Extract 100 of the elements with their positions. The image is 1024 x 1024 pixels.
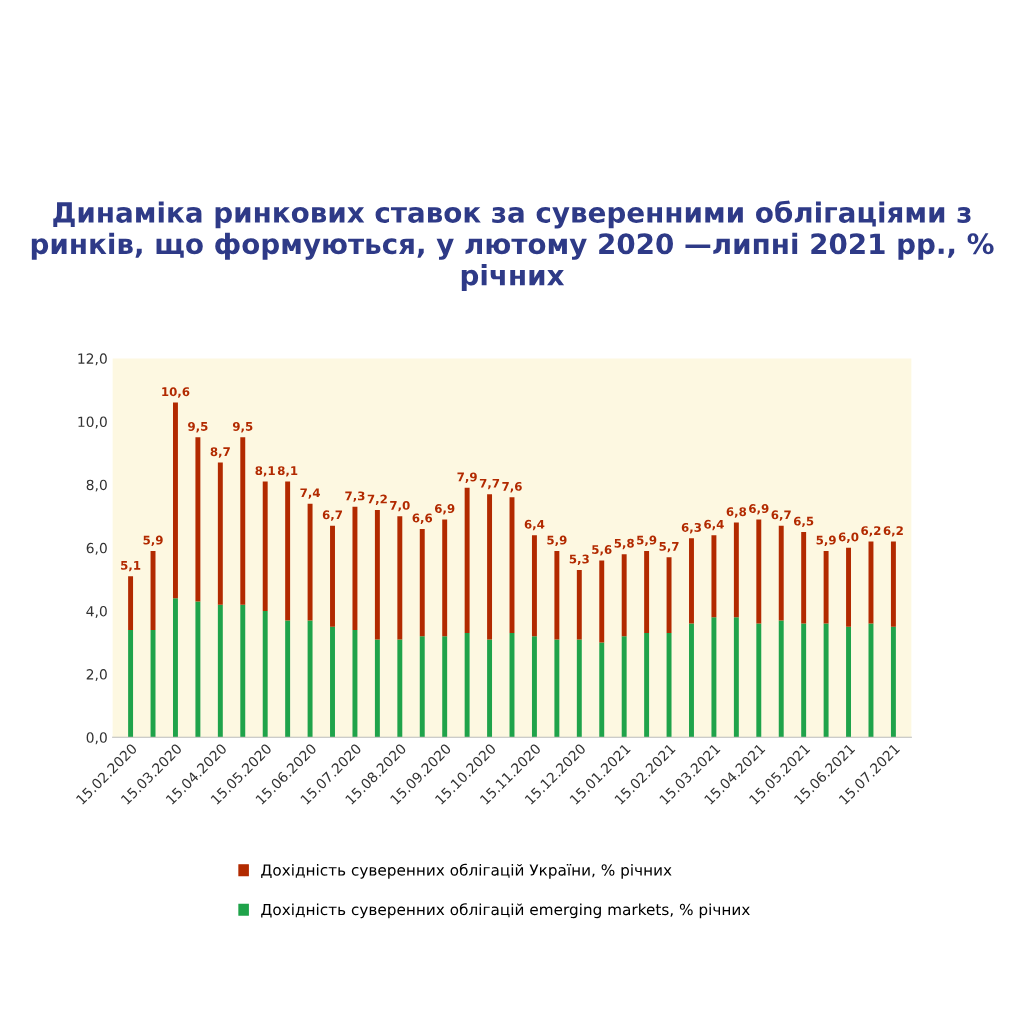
total-label: 10,6: [162, 387, 190, 398]
bar: [419, 528, 425, 637]
bar: [419, 636, 425, 738]
bar: [195, 601, 201, 738]
bar: [733, 617, 739, 738]
bar: [442, 519, 448, 637]
bar: [621, 554, 627, 637]
bar: [644, 551, 650, 634]
total-label: 6,9: [749, 504, 769, 515]
bar: [128, 629, 134, 738]
total-label: 6,2: [861, 526, 881, 537]
total-label: 6,7: [771, 510, 791, 521]
total-label: 6,9: [434, 504, 455, 515]
total-label: 6,6: [412, 513, 433, 524]
bar: [599, 560, 605, 643]
bar: [823, 551, 829, 624]
bar: [374, 509, 380, 640]
total-label: 9,5: [232, 421, 253, 433]
bar: [531, 636, 537, 738]
bar: [374, 639, 380, 738]
total-label: 6,4: [704, 519, 724, 531]
bar: [285, 620, 291, 738]
bar: [240, 604, 246, 738]
total-label: 6,0: [838, 532, 859, 543]
total-label: 7,2: [367, 494, 387, 506]
total-label: 5,7: [659, 542, 679, 553]
bar: [352, 629, 358, 738]
bar: [487, 494, 493, 640]
total-label: 5,8: [614, 538, 634, 550]
bar: [487, 639, 493, 738]
bar: [666, 633, 672, 738]
bar: [285, 481, 291, 621]
bar: [262, 481, 268, 611]
bar: [576, 569, 582, 640]
bar: [195, 437, 201, 602]
bar: [554, 551, 560, 640]
y-tick-label: 2,0: [86, 669, 107, 682]
total-label: 6,4: [524, 519, 545, 531]
total-label: 7,9: [457, 472, 477, 483]
bar: [689, 623, 694, 738]
total-label: 7,7: [479, 478, 500, 490]
total-label: 8,1: [255, 466, 275, 477]
y-tick-label: 12,0: [78, 353, 107, 366]
total-label: 6,3: [681, 522, 702, 534]
total-label: 8,1: [277, 466, 298, 477]
total-label: 7,0: [390, 500, 410, 512]
y-tick-label: 4,0: [86, 605, 107, 618]
bar: [599, 642, 605, 738]
bar: [464, 633, 470, 738]
legend-label: Дохідність суверенних облігацій України, % річних: [261, 863, 672, 879]
total-label: 6,2: [883, 526, 903, 537]
bar: [801, 532, 807, 624]
total-label: 6,8: [726, 507, 747, 518]
bar: [846, 547, 852, 627]
bar: [689, 538, 694, 624]
bar: [733, 522, 739, 618]
bar: [531, 535, 537, 637]
y-tick-label: 6,0: [86, 542, 107, 555]
total-label: 7,6: [502, 481, 522, 493]
y-tick-label: 10,0: [78, 416, 107, 429]
total-label: 5,9: [816, 535, 836, 547]
legend-label: Дохідність суверенних облігацій emerging markets, % річних: [261, 903, 750, 919]
bar: [464, 487, 470, 634]
total-label: 5,9: [547, 535, 567, 547]
bar: [644, 633, 650, 738]
bar: [823, 623, 829, 738]
bar: [172, 402, 178, 599]
bar: [397, 516, 403, 640]
bar: [711, 535, 717, 618]
total-label: 5,1: [121, 561, 141, 572]
chart-title: Динаміка ринкових ставок за суверенними облігаціями з ринків, що формуються, у лютому 2020 —липні 2021 рр., % річних: [31, 200, 994, 291]
bar: [890, 541, 896, 627]
bar: [621, 636, 627, 738]
total-label: 8,7: [210, 447, 230, 458]
bar: [128, 576, 134, 630]
bar: [554, 639, 560, 738]
y-tick-label: 0,0: [86, 732, 107, 745]
total-label: 6,7: [322, 510, 343, 521]
bar: [756, 519, 762, 624]
bar: [778, 525, 784, 621]
bar: [217, 462, 223, 605]
bar: [801, 623, 807, 738]
bar: [307, 620, 313, 738]
bar: [397, 639, 403, 738]
total-label: 9,5: [188, 421, 208, 433]
bar: [846, 626, 852, 738]
y-tick-label: 8,0: [86, 479, 107, 492]
total-label: 7,3: [345, 491, 365, 502]
bar: [666, 557, 672, 634]
bar: [711, 617, 717, 738]
bar: [576, 639, 582, 738]
total-label: 5,6: [592, 545, 612, 556]
bar: [778, 620, 784, 738]
bar: [217, 604, 223, 738]
bar: [172, 598, 178, 738]
bar: [307, 503, 313, 621]
bar: [352, 506, 358, 630]
bar: [890, 626, 896, 738]
bar: [330, 626, 335, 738]
bar: [756, 623, 762, 738]
